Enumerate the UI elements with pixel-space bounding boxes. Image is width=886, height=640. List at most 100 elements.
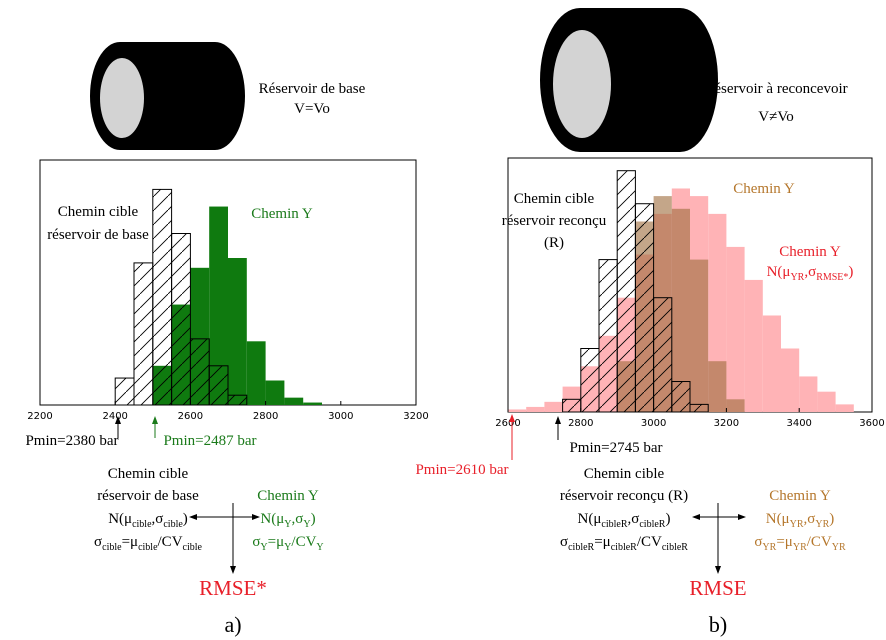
subscript: cibleR (611, 542, 637, 553)
subscript: Y (303, 519, 310, 530)
formula-part: ) (665, 511, 670, 527)
formula-part: =μ (268, 534, 285, 550)
histogram-bar (689, 403, 709, 413)
tank-label: Réservoir à reconcevoir (704, 81, 847, 97)
annotation: Chemin Y (779, 244, 841, 260)
histogram-bar (653, 297, 673, 413)
formula: σYR=μYR/CVYR (754, 534, 846, 553)
formula: N(μcible,σcible) (108, 511, 188, 530)
subscript: cible (102, 542, 122, 553)
x-tick-label: 2800 (568, 418, 593, 429)
histogram-bar (303, 402, 322, 405)
subscript: Y (284, 519, 291, 530)
formula-part: N(μ (766, 511, 790, 527)
formula: N(μYR,σYR) (766, 511, 835, 530)
formula-part: ,σ (628, 511, 640, 527)
annotation: (R) (544, 235, 564, 251)
panel-label: a) (224, 612, 241, 637)
formula-part: N(μ (767, 264, 791, 280)
histogram-bar (544, 401, 563, 412)
model-label: Chemin Y (257, 488, 319, 504)
subscript: Y (284, 542, 291, 553)
annotation: Pmin=2487 bar (163, 433, 256, 449)
tank-label: V≠Vo (758, 109, 793, 125)
subscript: cibleR (662, 542, 688, 553)
x-tick-label: 3400 (786, 418, 811, 429)
histogram-bar (726, 399, 745, 412)
formula-part: /CV (158, 534, 183, 550)
result: RMSE (689, 576, 746, 600)
formula-part: /CV (637, 534, 662, 550)
subscript: cibleR (639, 519, 665, 530)
subscript: YR (790, 272, 804, 283)
histogram-bar (616, 170, 636, 413)
subscript: cible (163, 519, 183, 530)
annotation: N(μYR,σRMSE*) (767, 264, 854, 283)
histogram-bar (799, 376, 818, 412)
histogram-bar (508, 409, 527, 412)
histogram-bar (246, 341, 266, 405)
histogram-bar (209, 206, 228, 405)
formula-part: ) (848, 264, 853, 280)
histogram-bar (114, 377, 135, 406)
subscript: cibleR (568, 542, 594, 553)
annotation: Pmin=2745 bar (569, 440, 662, 456)
subscript: YR (762, 542, 776, 553)
subscript: RMSE* (816, 272, 848, 283)
tank-redesign (540, 8, 718, 152)
annotation: Chemin cible (58, 204, 139, 220)
histogram-bar (835, 404, 854, 412)
annotation: Chemin cible (514, 191, 595, 207)
tank-label: V=Vo (294, 101, 330, 117)
x-tick-label: 3600 (859, 418, 884, 429)
x-tick-label: 3000 (328, 411, 353, 422)
annotation: Chemin Y (251, 206, 313, 222)
formula: N(μcibleR,σcibleR) (578, 511, 671, 530)
annotation: Pmin=2380 bar (25, 433, 118, 449)
formula-part: ,σ (804, 511, 816, 527)
formula-part: =μ (776, 534, 793, 550)
histogram-bar (580, 348, 600, 413)
formula-part: ) (183, 511, 188, 527)
subscript: cibleR (601, 519, 627, 530)
x-tick-label: 2200 (27, 411, 52, 422)
subscript: Y (316, 542, 323, 553)
formula-part: ,σ (292, 511, 304, 527)
formula-part: ) (829, 511, 834, 527)
panel-label: b) (709, 612, 727, 637)
formula-part: =μ (122, 534, 139, 550)
histogram-bar (598, 259, 618, 413)
arrows (189, 503, 746, 574)
x-tick-label: 3200 (403, 411, 428, 422)
formula-part: ,σ (804, 264, 816, 280)
histogram-bar (708, 361, 727, 412)
annotation: réservoir de base (47, 227, 149, 243)
model-label: Chemin cible (108, 466, 189, 482)
formula: σcibleR=μcibleR/CVcibleR (560, 534, 688, 553)
histogram-bar (265, 380, 285, 405)
histogram-bar (284, 397, 304, 405)
histogram-bar (133, 262, 154, 406)
plots: 2200 2400 2600 2800 3000 3200 2600 2800 3000 3200… (27, 157, 885, 429)
subscript: cible (183, 542, 203, 553)
histogram-bar (171, 233, 191, 406)
formula-part: σ (252, 534, 260, 550)
subscript: cible (138, 542, 158, 553)
formula-part: σ (560, 534, 568, 550)
formula: σY=μY/CVY (252, 534, 323, 553)
result: RMSE* (199, 576, 267, 600)
histogram-bar (671, 208, 690, 412)
subscript: YR (793, 542, 807, 553)
x-tick-label: 2600 (495, 418, 520, 429)
formula-part: N(μ (260, 511, 284, 527)
annotation: Pmin=2610 bar (415, 462, 508, 478)
histogram-bar (526, 406, 545, 412)
x-tick-label: 2600 (178, 411, 203, 422)
formula-part: =μ (594, 534, 611, 550)
model-label: Chemin Y (769, 488, 831, 504)
formula-part: N(μ (108, 511, 132, 527)
histogram-bar (817, 391, 836, 412)
histogram-bar (781, 348, 800, 412)
